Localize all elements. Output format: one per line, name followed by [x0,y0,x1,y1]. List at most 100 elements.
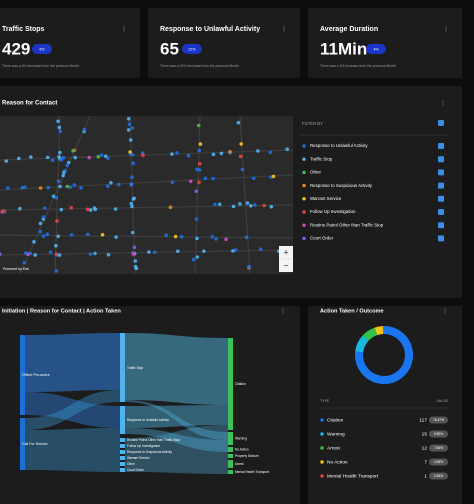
donut-segment[interactable] [374,326,384,336]
map-point[interactable] [198,161,202,166]
menu-dot[interactable] [123,28,125,30]
map-point[interactable] [29,155,33,159]
map-point[interactable] [45,232,50,236]
map-point[interactable] [239,142,243,146]
map-point[interactable] [129,201,134,206]
map-point[interactable] [147,250,151,254]
map-point[interactable] [113,207,118,211]
map[interactable] [0,116,293,274]
map-point[interactable] [106,253,111,257]
map-point[interactable] [4,159,9,163]
map-point[interactable] [88,208,93,212]
map-point[interactable] [61,156,66,160]
map-point[interactable] [269,204,274,209]
map-point[interactable] [59,207,64,212]
map-point[interactable] [179,235,184,239]
map-point[interactable] [79,185,83,190]
checkbox[interactable] [438,182,444,189]
map-point[interactable] [72,183,77,187]
checkbox[interactable] [438,222,444,229]
map-point[interactable] [195,236,199,241]
menu-dot[interactable] [123,26,125,28]
map-point[interactable] [224,237,228,241]
map-point[interactable] [245,201,250,205]
checkbox[interactable] [438,156,444,163]
map-point[interactable] [188,179,193,184]
map-point[interactable] [58,129,62,134]
map-point[interactable] [54,196,59,200]
map-point[interactable] [231,249,235,253]
map-point[interactable] [109,181,113,185]
menu-dot[interactable] [445,30,447,32]
map-point[interactable] [128,138,133,142]
map-point[interactable] [217,202,222,207]
map-point[interactable] [46,185,50,190]
map-point[interactable] [18,206,22,211]
menu-dot[interactable] [444,308,446,310]
map-point[interactable] [73,155,77,160]
map-point[interactable] [240,167,245,172]
map-point[interactable] [253,203,257,207]
map-point[interactable] [22,260,27,265]
menu-dot[interactable] [442,100,444,102]
map-point[interactable] [57,253,62,257]
map-point[interactable] [131,161,136,165]
map-point[interactable] [93,251,97,256]
map-point[interactable] [211,176,216,181]
map-point[interactable] [198,142,203,146]
map-point[interactable] [23,185,27,189]
map-point[interactable] [130,204,134,209]
map-point[interactable] [197,168,202,172]
map-point[interactable] [48,250,53,254]
map-point[interactable] [50,158,55,162]
map-point[interactable] [271,174,276,179]
map-point[interactable] [228,150,232,154]
map-point[interactable] [197,180,201,185]
map-point[interactable] [175,151,179,155]
map-point[interactable] [219,151,224,156]
map-point[interactable] [213,202,217,207]
map-point[interactable] [141,153,145,158]
menu-dot[interactable] [283,30,285,32]
menu-dot[interactable] [444,312,446,314]
map-point[interactable] [0,252,2,256]
map-point[interactable] [256,149,260,153]
map-point[interactable] [196,123,201,128]
map-point[interactable] [69,233,74,237]
menu-dot[interactable] [282,312,284,314]
map-point[interactable] [131,197,136,201]
map-point[interactable] [126,117,131,121]
checkbox[interactable] [438,143,444,149]
map-point[interactable] [129,182,134,186]
map-point[interactable] [236,120,241,125]
map-point[interactable] [56,179,61,184]
map-point[interactable] [68,185,73,189]
menu-dot[interactable] [282,310,284,312]
map-point[interactable] [45,155,50,160]
map-point[interactable] [41,215,46,219]
map-point[interactable] [238,202,242,206]
map-point[interactable] [152,250,157,255]
map-point[interactable] [164,233,168,237]
donut-segment[interactable] [355,326,413,384]
map-point[interactable] [82,127,87,132]
map-point[interactable] [86,232,90,237]
zoom-out[interactable]: − [283,260,288,270]
checkbox[interactable] [438,169,444,176]
map-point[interactable] [62,170,66,175]
menu-dot[interactable] [123,30,125,32]
map-point[interactable] [268,150,273,155]
map-point[interactable] [100,232,105,237]
menu-dot[interactable] [445,28,447,30]
map-point[interactable] [32,240,36,244]
map-point[interactable] [194,217,199,221]
map-point[interactable] [194,189,199,193]
map-point[interactable] [56,234,60,239]
donut-segment[interactable] [355,335,369,353]
map-point[interactable] [258,247,263,251]
map-point[interactable] [249,204,253,208]
map-point[interactable] [285,147,290,151]
zoom-in[interactable]: + [283,247,288,257]
map-point[interactable] [6,186,10,190]
map-point[interactable] [197,148,202,153]
